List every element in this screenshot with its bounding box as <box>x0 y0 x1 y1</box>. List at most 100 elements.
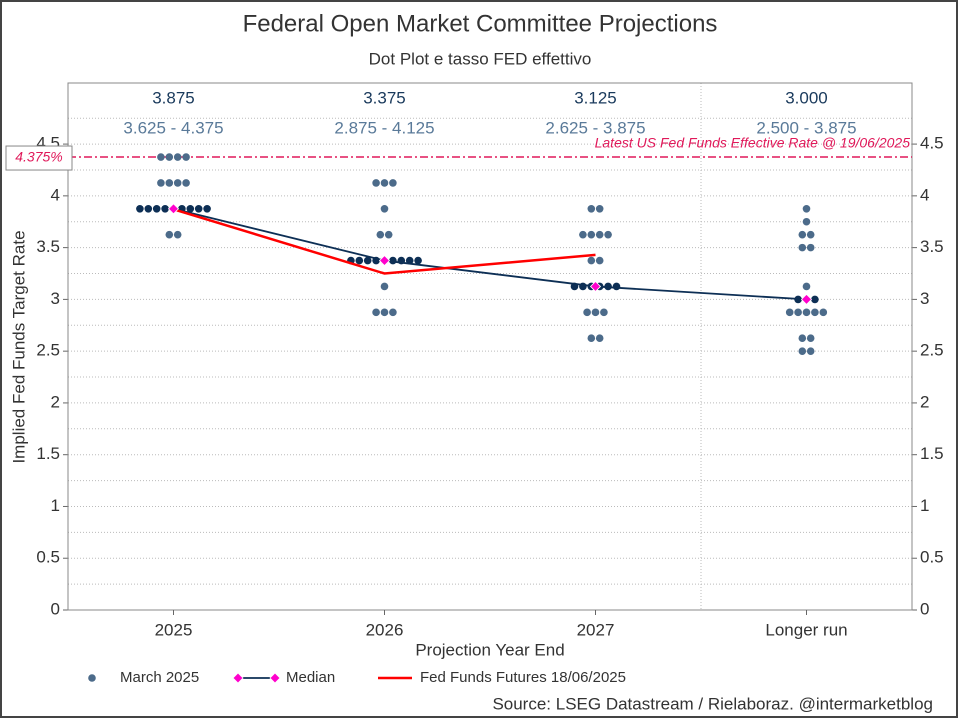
y2-tick-label: 3.5 <box>920 237 944 256</box>
dot <box>165 179 174 187</box>
dot <box>355 256 364 265</box>
dot <box>587 256 596 265</box>
legend-label: Median <box>286 669 335 686</box>
median-label: 3.000 <box>785 88 828 107</box>
dot <box>802 217 811 226</box>
y2-tick-label: 2.5 <box>920 341 944 360</box>
legend-median-marker <box>232 672 244 684</box>
y-tick-label: 2 <box>51 392 60 411</box>
dot <box>802 282 811 291</box>
dot <box>414 256 422 265</box>
legend-label: March 2025 <box>120 669 199 686</box>
dot <box>363 256 372 265</box>
x-tick-label: 2026 <box>366 620 404 639</box>
dot <box>380 204 389 213</box>
y-tick-label: 4 <box>51 185 60 204</box>
dot <box>591 308 600 317</box>
dot <box>785 308 794 317</box>
y2-tick-label: 4.5 <box>920 134 944 153</box>
median-label: 3.875 <box>152 88 195 107</box>
y-tick-label: 3.5 <box>36 237 60 256</box>
dot <box>372 179 380 187</box>
dot <box>811 295 819 304</box>
dot <box>595 230 604 239</box>
y2-tick-label: 0.5 <box>920 548 944 567</box>
dot <box>203 204 211 213</box>
dot <box>165 230 174 239</box>
dot <box>806 243 815 252</box>
range-label: 2.875 - 4.125 <box>334 118 434 137</box>
dot <box>798 334 807 343</box>
dot <box>157 153 165 161</box>
x-tick-label: Longer run <box>765 620 847 639</box>
dot <box>182 179 190 187</box>
dot <box>157 179 165 187</box>
y2-tick-label: 1 <box>920 496 929 515</box>
dot <box>798 243 807 252</box>
y2-tick-label: 4 <box>920 185 929 204</box>
dot <box>380 308 389 317</box>
y2-tick-label: 1.5 <box>920 444 944 463</box>
median-marker <box>800 293 813 305</box>
dot <box>389 308 397 317</box>
y-tick-label: 0 <box>51 599 60 618</box>
y-tick-label: 2.5 <box>36 341 60 360</box>
median-marker <box>589 280 602 293</box>
dot <box>806 230 815 239</box>
dot <box>798 347 807 355</box>
dot <box>165 153 174 161</box>
median-line <box>173 207 807 301</box>
y-axis-title: Implied Fed Funds Target Rate <box>9 230 28 463</box>
dot <box>173 179 182 187</box>
dot <box>579 230 587 239</box>
median-label: 3.375 <box>363 88 406 107</box>
dot <box>819 308 828 317</box>
source: Source: LSEG Datastream / Rielaboraz. @i… <box>492 694 933 713</box>
dot <box>380 282 389 291</box>
dot <box>587 204 596 213</box>
reference-label: 4.375% <box>15 149 62 165</box>
dot <box>372 308 380 317</box>
dot <box>583 308 591 317</box>
y2-tick-label: 2 <box>920 392 929 411</box>
dot <box>587 230 596 239</box>
dot <box>600 308 608 317</box>
x-tick-label: 2027 <box>577 620 615 639</box>
dot <box>405 256 414 265</box>
legend-label: Fed Funds Futures 18/06/2025 <box>420 669 626 686</box>
x-axis-title: Projection Year End <box>415 640 564 659</box>
legend-dot <box>88 674 96 682</box>
y-tick-label: 0.5 <box>36 548 60 567</box>
median-marker <box>167 203 180 215</box>
reference-annotation: Latest US Fed Funds Effective Rate @ 19/… <box>595 135 911 151</box>
range-label: 3.625 - 4.375 <box>123 118 223 137</box>
dot <box>173 230 182 239</box>
median-marker <box>378 254 391 267</box>
dot <box>380 179 389 187</box>
y2-tick-label: 0 <box>920 599 929 618</box>
x-tick-label: 2025 <box>155 620 193 639</box>
dot <box>806 347 815 355</box>
dot <box>186 204 195 213</box>
dot <box>144 204 153 213</box>
dot <box>595 334 604 343</box>
chart-title: Federal Open Market Committee Projection… <box>243 10 718 37</box>
dot <box>152 204 161 213</box>
dot <box>798 230 807 239</box>
range-label: 2.625 - 3.875 <box>545 118 645 137</box>
dot <box>182 153 190 161</box>
dot <box>587 334 596 343</box>
dot <box>161 204 169 213</box>
reference-label-box <box>5 145 73 171</box>
range-label: 2.500 - 3.875 <box>756 118 856 137</box>
dot <box>595 256 604 265</box>
y-tick-label: 3 <box>51 289 60 308</box>
dot <box>604 230 612 239</box>
futures-line <box>173 208 596 275</box>
plot-frame <box>67 82 913 611</box>
dot <box>802 308 811 317</box>
dot <box>802 204 811 213</box>
dot <box>389 179 397 187</box>
